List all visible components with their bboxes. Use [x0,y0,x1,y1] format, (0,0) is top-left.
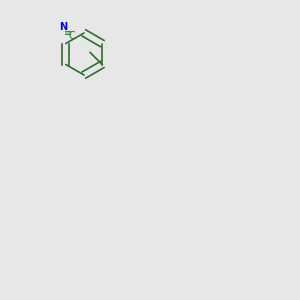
Text: N: N [59,22,67,32]
Text: $\equiv$: $\equiv$ [62,26,73,37]
Text: C: C [69,31,75,41]
